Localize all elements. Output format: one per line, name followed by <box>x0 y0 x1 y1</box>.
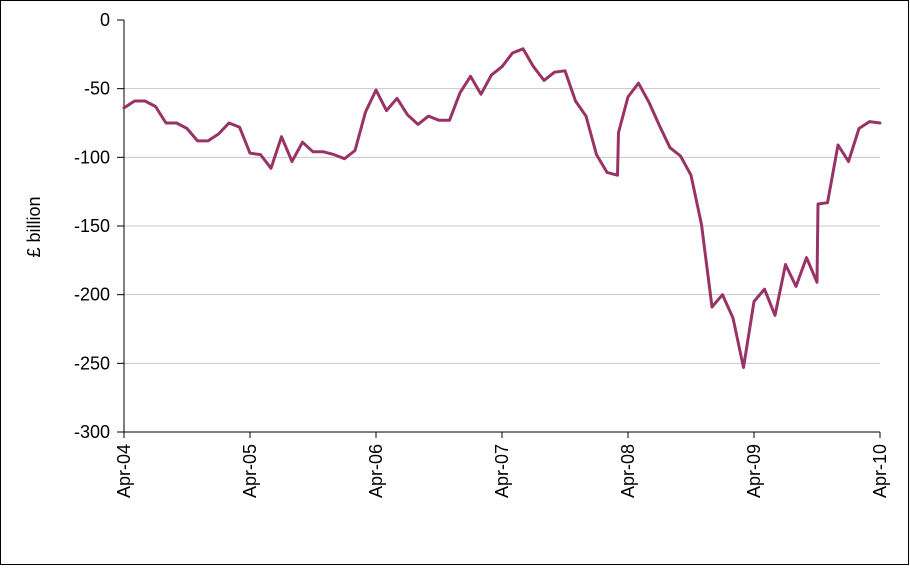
y-axis-label: £ billion <box>24 196 44 257</box>
x-tick-label: Apr-06 <box>366 444 386 498</box>
x-tick-label: Apr-05 <box>240 444 260 498</box>
x-tick-label: Apr-09 <box>744 444 764 498</box>
y-axis-ticks: 0 -50 -100 -150 -200 -250 -300 <box>74 10 124 442</box>
y-tick-label: -150 <box>74 216 110 236</box>
x-tick-label: Apr-08 <box>618 444 638 498</box>
x-axis-ticks: Apr-04 Apr-05 Apr-06 Apr-07 Apr-08 Apr-09 Apr-… <box>114 432 890 498</box>
series-line <box>122 47 882 369</box>
y-tick-label: 0 <box>100 10 110 30</box>
gridlines <box>124 88 880 364</box>
y-tick-label: -50 <box>84 79 110 99</box>
x-tick-label: Apr-10 <box>870 444 890 498</box>
y-tick-label: -300 <box>74 422 110 442</box>
x-tick-label: Apr-04 <box>114 444 134 498</box>
y-tick-label: -100 <box>74 147 110 167</box>
x-tick-label: Apr-07 <box>492 444 512 498</box>
series-group <box>122 47 882 369</box>
y-tick-label: -250 <box>74 353 110 373</box>
y-tick-label: -200 <box>74 285 110 305</box>
